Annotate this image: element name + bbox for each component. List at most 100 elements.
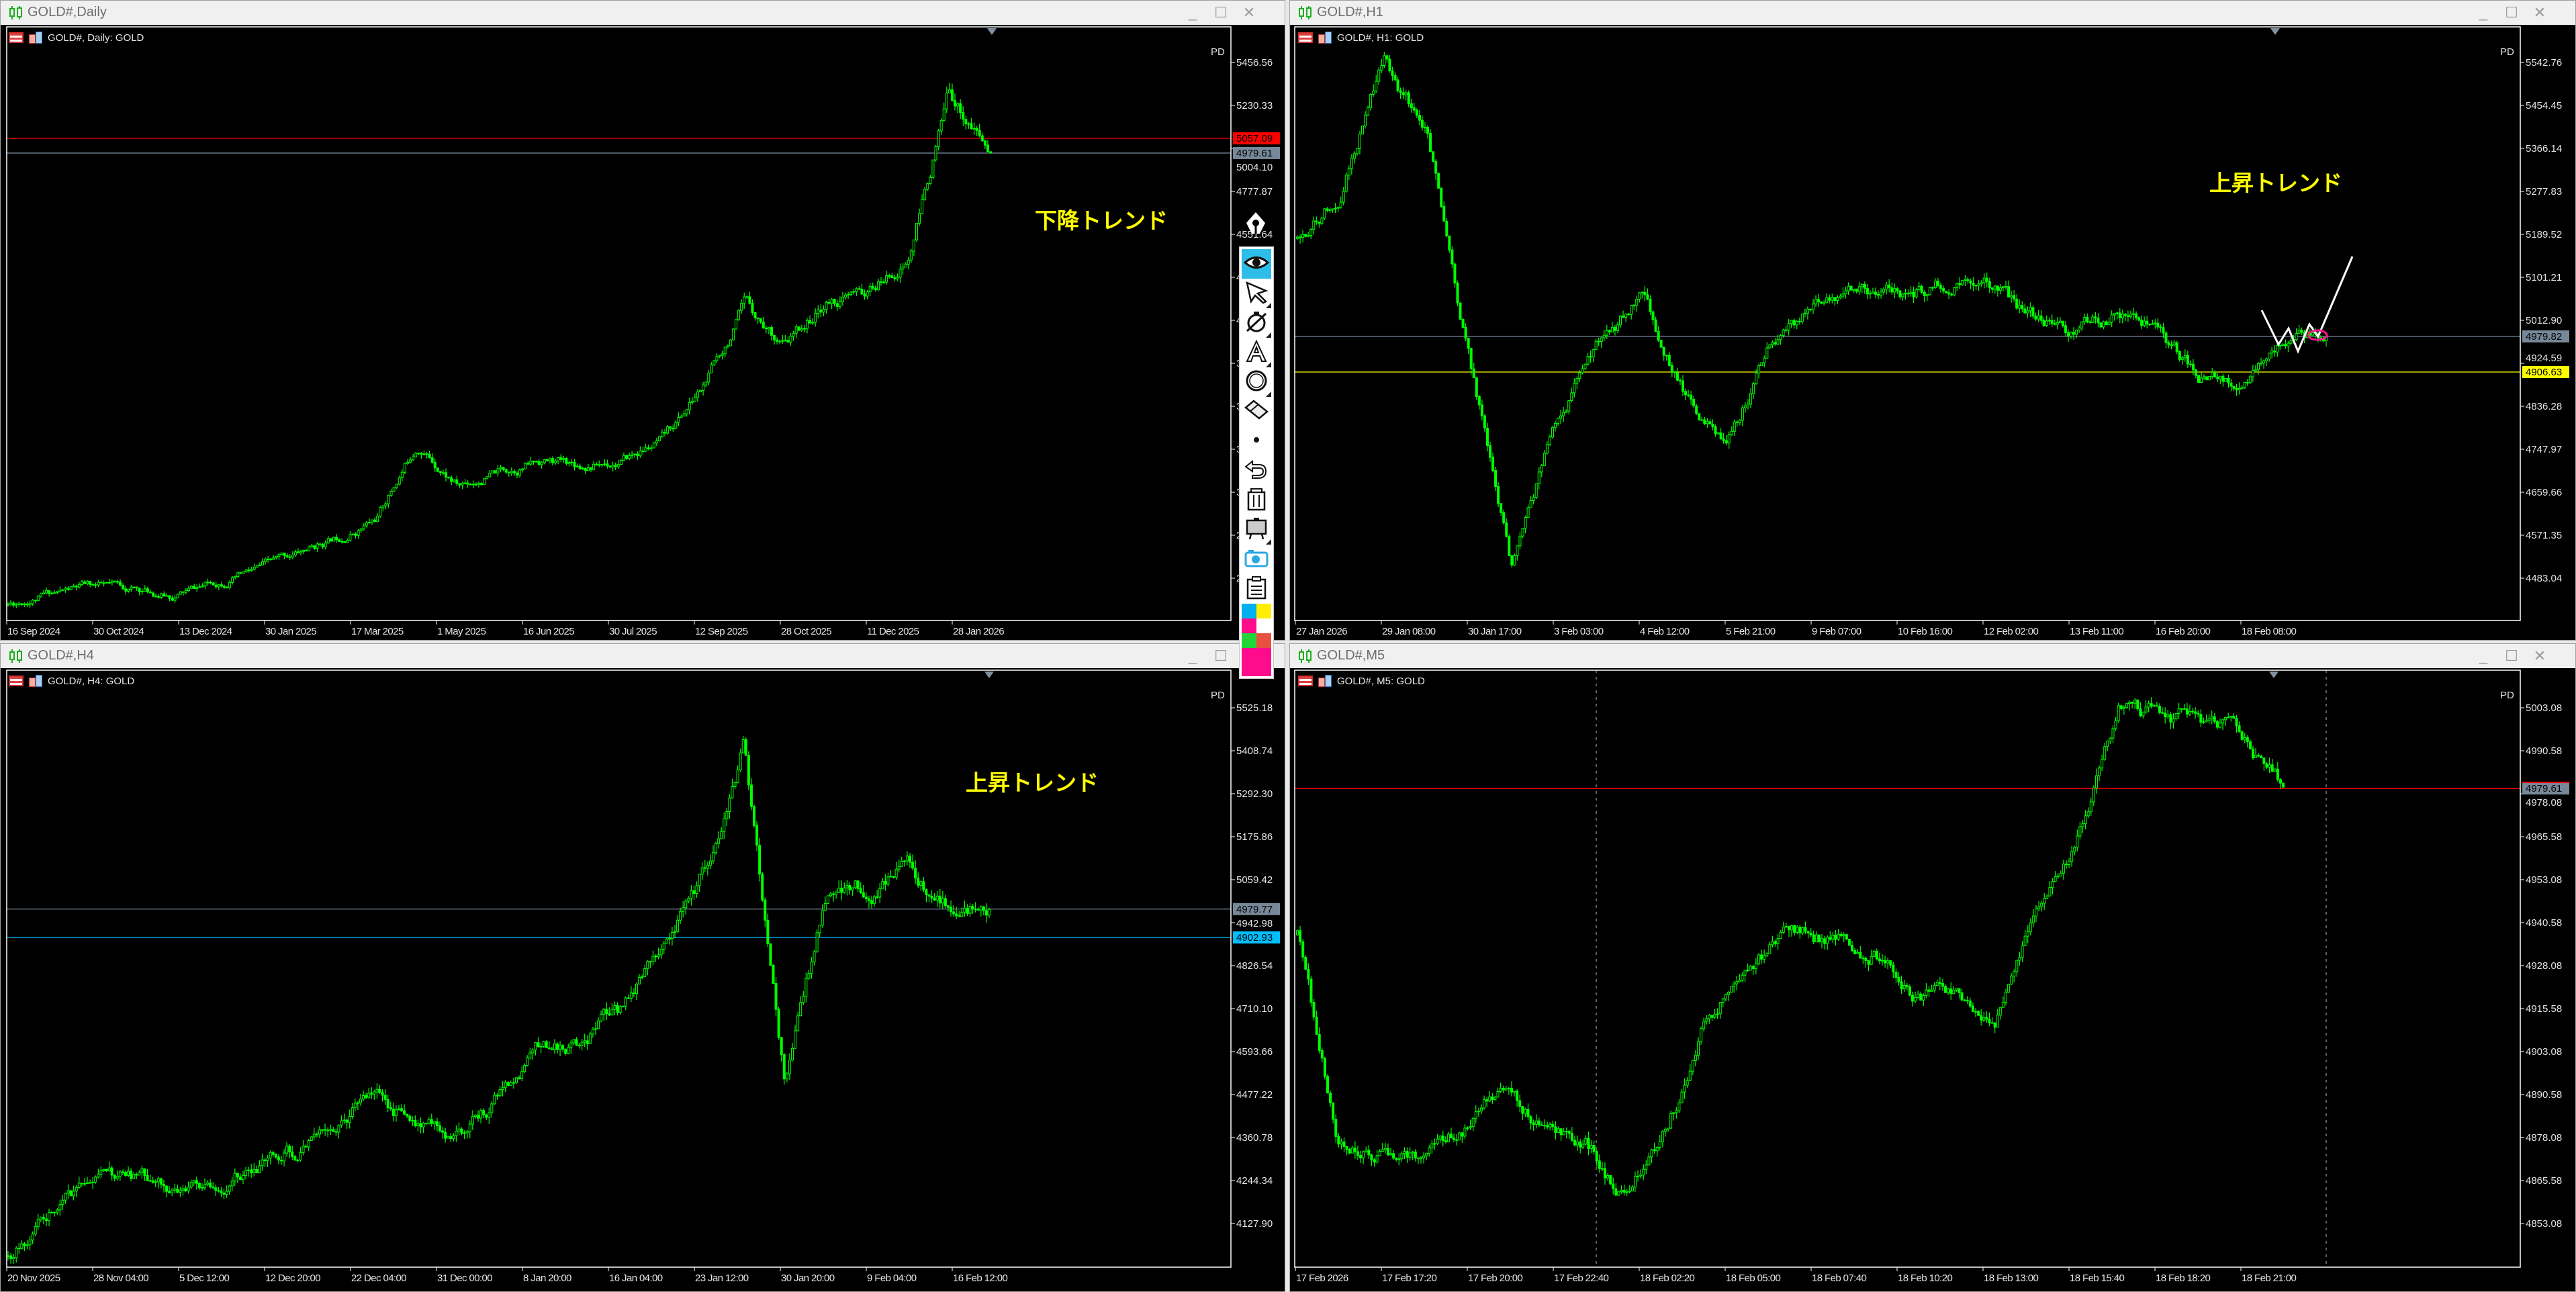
trend-annotation[interactable]: 下降トレンド <box>1035 207 1168 234</box>
ellipse-drawing[interactable] <box>2307 329 2328 341</box>
candle <box>863 289 866 300</box>
template-icon[interactable] <box>1318 675 1332 687</box>
candle <box>12 1254 15 1264</box>
window-titlebar[interactable]: GOLD#,Daily _ ☐ ✕ <box>1 1 1285 25</box>
tool-undo-button[interactable] <box>1242 456 1271 486</box>
candle <box>904 262 907 268</box>
color-swatch[interactable] <box>1242 648 1271 676</box>
candle <box>1378 1149 1381 1156</box>
x-tick-label: 5 Dec 12:00 <box>179 1273 230 1284</box>
close-button[interactable]: ✕ <box>2533 4 2546 21</box>
chart-shift-marker[interactable] <box>2269 672 2279 678</box>
zigzag-drawing[interactable] <box>2260 256 2354 354</box>
tool-text-button[interactable] <box>1242 338 1271 367</box>
chart-canvas[interactable]: 5542.765454.455366.145277.835189.525101.… <box>1290 25 2575 640</box>
price-chart[interactable]: 5542.76 5454.45 5366.14 5277.83 5189.52 5101.… <box>1290 25 2575 640</box>
candle <box>299 1147 302 1162</box>
list-icon[interactable] <box>1298 676 1313 686</box>
chart-canvas[interactable]: 5525.185408.745292.305175.865059.424942.… <box>1 668 1285 1291</box>
candle <box>2136 699 2140 711</box>
candle <box>430 1113 433 1127</box>
candle <box>606 459 609 469</box>
maximize-button[interactable]: ☐ <box>2505 647 2518 664</box>
candle <box>1784 326 1788 334</box>
template-icon[interactable] <box>29 32 42 44</box>
price-chart[interactable]: 5003.08 4990.58 4978.08 4965.58 4953.08 4940.… <box>1290 668 2575 1291</box>
candle <box>1301 939 1305 962</box>
tool-stopwatch-off-button[interactable] <box>1242 308 1271 338</box>
candle <box>1592 349 1595 363</box>
minimize-button[interactable]: _ <box>1188 647 1197 664</box>
list-icon[interactable] <box>9 676 24 686</box>
candle <box>512 469 516 476</box>
color-swatch[interactable] <box>1242 604 1256 618</box>
candle <box>926 183 929 191</box>
x-tick-label: 17 Mar 2025 <box>351 626 404 637</box>
candle <box>2273 768 2276 772</box>
candle <box>1760 950 1763 964</box>
candle <box>769 943 772 966</box>
maximize-button[interactable]: ☐ <box>1214 4 1228 21</box>
close-button[interactable]: ✕ <box>1242 4 1256 21</box>
candle <box>250 1164 253 1178</box>
price-chart[interactable]: 5525.18 5408.74 5292.30 5175.86 5059.42 4942.… <box>1 668 1285 1291</box>
list-icon[interactable] <box>1298 32 1313 43</box>
candle <box>1941 978 1944 991</box>
tool-clipboard-button[interactable] <box>1242 574 1271 604</box>
candle <box>488 469 492 478</box>
chart-shift-marker[interactable] <box>2270 28 2280 35</box>
maximize-button[interactable]: ☐ <box>2505 4 2518 21</box>
candle <box>1565 409 1568 414</box>
candle <box>2102 320 2105 330</box>
trend-annotation[interactable]: 上昇トレンド <box>966 770 1099 796</box>
candle <box>353 1098 357 1112</box>
tool-arrow-cursor-button[interactable] <box>1242 279 1271 308</box>
trend-annotation[interactable]: 上昇トレンド <box>2209 170 2342 196</box>
chart-window-daily: GOLD#,Daily _ ☐ ✕ 5456.56 5230.33 5004.10 4777.… <box>0 0 1285 641</box>
pen-tool-icon[interactable] <box>1242 210 1269 239</box>
color-swatch[interactable] <box>1256 618 1271 633</box>
candle <box>1438 1135 1442 1143</box>
minimize-button[interactable]: _ <box>2479 647 2488 664</box>
price-chart[interactable]: 5456.565230.335004.104777.874551.644325.… <box>1 25 1285 640</box>
candle <box>1613 325 1616 336</box>
template-icon[interactable] <box>1318 32 1332 44</box>
color-swatch[interactable] <box>1242 618 1256 633</box>
candle <box>1880 287 1883 299</box>
template-icon[interactable] <box>29 675 42 687</box>
tool-eraser-button[interactable] <box>1242 397 1271 426</box>
candle <box>862 884 865 898</box>
chart-canvas[interactable]: 5003.084990.584978.084965.584953.084940.… <box>1290 668 2575 1291</box>
price-label: 4906.63 <box>2526 367 2562 378</box>
chart-shift-marker[interactable] <box>984 672 994 678</box>
list-icon[interactable] <box>9 32 24 43</box>
candle <box>274 1152 277 1159</box>
candle <box>1960 988 1964 1002</box>
chart-canvas[interactable]: 5456.565230.335004.104777.874551.644325.… <box>1 25 1285 640</box>
tool-camera-button[interactable] <box>1242 545 1271 574</box>
color-swatch[interactable] <box>1256 633 1271 648</box>
minimize-button[interactable]: _ <box>1188 4 1197 21</box>
window-titlebar[interactable]: GOLD#,H4_☐✕ <box>1 644 1285 668</box>
candle <box>748 291 751 305</box>
maximize-button[interactable]: ☐ <box>1214 647 1228 664</box>
candle <box>2064 321 2067 336</box>
close-button[interactable]: ✕ <box>2533 647 2546 664</box>
candle <box>1733 419 1736 436</box>
color-swatch[interactable] <box>1256 604 1271 618</box>
tool-easel-button[interactable] <box>1242 515 1271 545</box>
window-titlebar[interactable]: GOLD#,H1 _ ☐ ✕ <box>1290 1 2575 25</box>
tool-circle-button[interactable] <box>1242 367 1271 397</box>
candle <box>633 453 637 458</box>
tool-dot-button[interactable] <box>1242 426 1271 456</box>
minimize-button[interactable]: _ <box>2479 4 2488 21</box>
chart-shift-marker[interactable] <box>987 28 997 35</box>
window-titlebar[interactable]: GOLD#,M5 _ ☐ ✕ <box>1290 644 2575 668</box>
tool-eye-button[interactable] <box>1242 249 1271 279</box>
tool-trash-button[interactable] <box>1242 486 1271 515</box>
candle <box>2119 704 2123 711</box>
candle <box>1804 921 1807 935</box>
color-swatch[interactable] <box>1242 633 1256 648</box>
candle <box>1320 217 1324 226</box>
candle <box>2048 317 2051 325</box>
